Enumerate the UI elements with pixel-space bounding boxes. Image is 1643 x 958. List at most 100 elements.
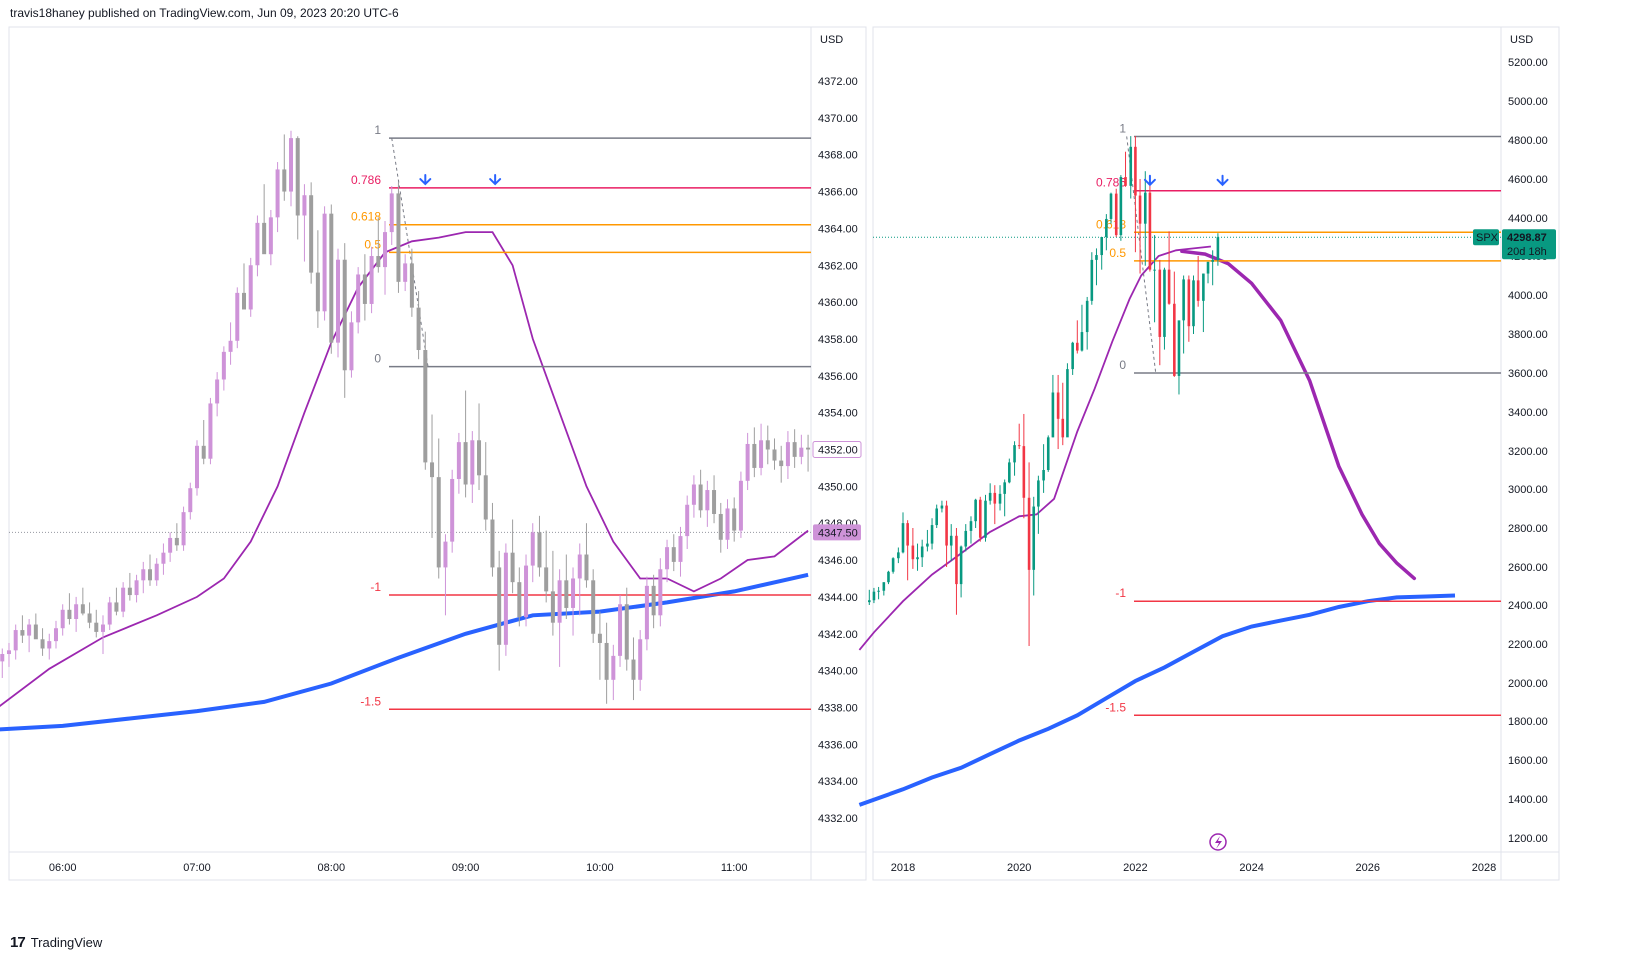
left-fast-ma-line [0,231,809,708]
left-candle-body [315,272,320,312]
left-candle-body [33,624,38,640]
left-candle-body [53,628,58,642]
right-candle-body [1042,470,1045,481]
left-candle-body [490,519,495,568]
left-candle-body [275,169,280,218]
left-candle-body [557,580,562,623]
right-candle-body [1105,218,1108,237]
left-y-tick: 4350.00 [818,481,858,493]
right-x-tick: 2024 [1239,862,1263,874]
left-candle-body [644,585,649,640]
right-fib-label: -1 [1115,586,1126,600]
left-candle-body [215,379,220,404]
left-candle-body [255,222,260,266]
right-fib-trendline [1126,136,1157,374]
right-candle-body [1037,480,1040,507]
right-candle-body [978,499,982,538]
left-candle-body [658,569,663,616]
left-candle-body [416,307,421,351]
left-candle-body [47,641,52,649]
left-candle-body [477,440,482,476]
right-candle-body [1085,300,1089,333]
footer-brand[interactable]: 17 TradingView [10,933,102,951]
left-price-axis[interactable]: USD 4372.00 4370.00 4368.00 4366.00 4364.00 43… [818,34,858,825]
left-price-tag-filled [813,524,861,541]
right-y-tick: 1200.00 [1508,833,1548,845]
right-candle-body [1056,392,1060,419]
right-symbol-tag-text: SPX [1476,232,1499,244]
right-candle-body [911,545,915,560]
right-candle-body [1032,506,1036,570]
right-candle-body [984,500,987,538]
left-y-tick: 4344.00 [818,592,858,604]
right-x-tick: 2028 [1472,862,1496,874]
left-candle-body [295,138,300,216]
left-chart-pane[interactable]: 1 0.786 0.618 0.5 0 -1 -1.5 USD 4372.00 4370.00 4… [0,26,867,881]
right-currency-label: USD [1510,34,1533,46]
left-candle-body [13,630,18,651]
right-candle-body [1173,303,1176,376]
right-y-tick: 3200.00 [1508,446,1548,458]
left-candle-body [262,222,267,255]
left-candle-body [40,639,45,649]
right-candle-body [1129,146,1133,186]
right-time-axis[interactable]: 2018 2020 2022 2024 2026 2028 [891,862,1496,874]
right-arrow-down-icon [1143,174,1156,187]
right-candle-body [1017,445,1021,447]
left-candle-body [282,169,287,192]
left-candle-body [497,567,502,645]
right-price-tag-text: 4298.87 [1507,232,1547,244]
right-fib-label: 0.5 [1109,246,1126,260]
left-candle-body [221,351,226,380]
left-candle-body [94,622,99,632]
left-candle-body [785,442,790,467]
right-candle-body [1027,497,1031,570]
right-candle-body [887,571,890,583]
left-candle-body [74,604,79,620]
left-candle-body [456,442,461,479]
left-y-tick: 4366.00 [818,187,858,199]
right-chart-pane[interactable]: 1 0.786 0.618 0.5 0 -1 -1.5 USD 5200.00 5000.00 4… [858,26,1560,881]
right-candle-body [1163,269,1166,337]
right-candle-body [1148,192,1152,270]
left-candle-body [342,259,347,371]
left-candle-body [141,569,146,581]
right-candle-body [877,590,880,592]
right-candle-body [906,523,909,546]
left-price-tag-outline-text: 4352.00 [818,445,858,457]
right-arrow-down-icon [1216,174,1229,187]
left-candle-body [725,508,730,540]
right-candle-body [916,557,919,560]
right-candle-body [1177,320,1181,376]
right-x-tick: 2026 [1356,862,1380,874]
right-candle-body [1046,437,1050,470]
left-fib-label: 0.5 [364,237,381,251]
left-candle-body [409,263,414,308]
left-candle-body [376,256,381,268]
left-candle-body [712,490,717,514]
left-y-tick: 4342.00 [818,629,858,641]
right-y-tick: 4400.00 [1508,213,1548,225]
right-candles [868,136,1220,646]
left-y-tick: 4370.00 [818,113,858,125]
right-candle-body [974,499,977,522]
left-candle-body [611,655,616,680]
left-fib-label: 0.618 [351,210,381,224]
chart-canvas[interactable]: 1 0.786 0.618 0.5 0 -1 -1.5 USD 4372.00 4370.00 4… [0,0,1643,930]
left-candle-body [6,650,11,655]
left-candle-body [349,322,354,371]
left-candles [0,130,811,704]
left-time-axis[interactable]: 06:00 07:00 08:00 09:00 10:00 11:00 [49,862,748,874]
right-y-tick: 3800.00 [1508,329,1548,341]
right-candle-body [1066,369,1069,438]
left-y-tick: 4334.00 [818,776,858,788]
left-candle-body [759,440,764,468]
left-candle-body [396,193,401,282]
left-candle-body [624,604,629,660]
right-y-tick: 2600.00 [1508,562,1548,574]
right-price-countdown-text: 20d 18h [1507,246,1547,258]
right-y-tick: 2000.00 [1508,678,1548,690]
left-candle-body [470,440,475,485]
left-candle-body [550,591,555,623]
left-candle-body [383,232,388,268]
